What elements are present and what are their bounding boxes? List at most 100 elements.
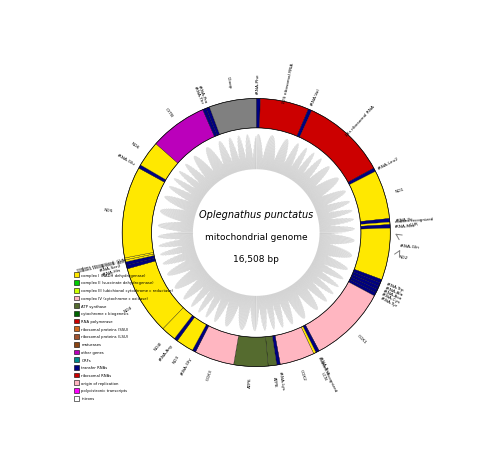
Polygon shape xyxy=(196,326,238,365)
Text: 16s ribosomal RNA: 16s ribosomal RNA xyxy=(345,105,376,138)
Text: polycistronic transcripts: polycistronic transcripts xyxy=(82,389,128,393)
Text: tRNA-Ala: tRNA-Ala xyxy=(384,286,404,297)
Text: tRNA-Thr: tRNA-Thr xyxy=(193,86,204,105)
Polygon shape xyxy=(138,166,166,183)
Text: codons recognized: AGY: codons recognized: AGY xyxy=(78,259,126,274)
Polygon shape xyxy=(350,172,390,222)
Bar xyxy=(74,327,79,331)
Polygon shape xyxy=(256,99,260,129)
Text: tRNA-Phe: tRNA-Phe xyxy=(256,74,260,94)
Text: ORFs: ORFs xyxy=(82,358,91,362)
Text: ND4l: ND4l xyxy=(154,340,164,351)
Bar xyxy=(74,373,79,377)
Polygon shape xyxy=(260,99,308,137)
Text: CYTB: CYTB xyxy=(164,107,173,118)
Polygon shape xyxy=(203,109,217,137)
Bar xyxy=(74,388,79,393)
Text: tRNA-Tyr: tRNA-Tyr xyxy=(380,296,398,308)
Polygon shape xyxy=(126,258,156,269)
Text: introns: introns xyxy=(82,397,94,400)
Text: ND2: ND2 xyxy=(399,255,408,260)
Text: RNA polymerase: RNA polymerase xyxy=(82,319,113,323)
Text: complex II (succinate dehydrogenase): complex II (succinate dehydrogenase) xyxy=(82,281,154,285)
Text: COX1: COX1 xyxy=(356,333,368,345)
Text: tRNA-Lys: tRNA-Lys xyxy=(278,370,284,390)
Text: tRNA-Val: tRNA-Val xyxy=(310,87,322,106)
Polygon shape xyxy=(210,99,256,135)
Polygon shape xyxy=(306,282,374,351)
Text: mitochondrial genome: mitochondrial genome xyxy=(205,232,308,241)
Polygon shape xyxy=(266,336,277,367)
Bar xyxy=(74,335,79,339)
Text: Oplegnathus punctatus: Oplegnathus punctatus xyxy=(199,210,314,220)
Polygon shape xyxy=(272,336,280,365)
Bar xyxy=(74,350,79,355)
Bar xyxy=(74,288,79,293)
Text: complex III (ubichionol cytochrome c reductase): complex III (ubichionol cytochrome c red… xyxy=(82,288,174,293)
Polygon shape xyxy=(350,278,378,293)
Bar xyxy=(74,296,79,301)
Polygon shape xyxy=(275,327,314,365)
Text: transfer RNAs: transfer RNAs xyxy=(82,366,108,369)
Bar xyxy=(74,342,79,347)
Text: tRNA-Leu2: tRNA-Leu2 xyxy=(377,156,400,170)
Polygon shape xyxy=(348,169,376,185)
Bar xyxy=(74,396,79,401)
Polygon shape xyxy=(360,222,390,227)
Text: codons recognized
UCN: codons recognized UCN xyxy=(313,356,338,394)
Text: tRNA-Gln: tRNA-Gln xyxy=(400,244,420,249)
Text: ND3: ND3 xyxy=(172,354,180,364)
Polygon shape xyxy=(122,169,164,258)
Polygon shape xyxy=(125,254,154,262)
Bar xyxy=(74,357,79,362)
Text: ND5: ND5 xyxy=(104,207,114,213)
Polygon shape xyxy=(127,261,184,329)
Polygon shape xyxy=(206,108,220,136)
Text: tRNA-Glu: tRNA-Glu xyxy=(116,153,136,166)
Text: tRNA-Trp: tRNA-Trp xyxy=(386,282,405,293)
Text: ND1: ND1 xyxy=(394,187,404,194)
Bar xyxy=(74,311,79,316)
Text: complex I (NADH dehydrogenase): complex I (NADH dehydrogenase) xyxy=(82,273,146,277)
Text: maturases: maturases xyxy=(82,342,102,347)
Polygon shape xyxy=(360,219,390,225)
Polygon shape xyxy=(354,228,390,280)
Text: tRNA-Arg: tRNA-Arg xyxy=(159,343,174,361)
Text: 16,508 bp: 16,508 bp xyxy=(234,254,279,263)
Polygon shape xyxy=(174,316,195,341)
Text: COX2: COX2 xyxy=(298,369,306,381)
Polygon shape xyxy=(234,336,268,367)
Text: complex IV (cytochrome c oxidase): complex IV (cytochrome c oxidase) xyxy=(82,296,148,300)
Polygon shape xyxy=(192,169,320,297)
Polygon shape xyxy=(360,225,390,229)
Bar xyxy=(74,273,79,278)
Text: tRNA-Pro: tRNA-Pro xyxy=(197,84,207,104)
Polygon shape xyxy=(156,110,214,164)
Polygon shape xyxy=(348,280,376,296)
Polygon shape xyxy=(301,327,316,354)
Polygon shape xyxy=(177,317,206,351)
Text: tRNA-Ser2: tRNA-Ser2 xyxy=(100,263,122,272)
Text: other genes: other genes xyxy=(82,350,104,354)
Polygon shape xyxy=(300,111,374,183)
Text: ND4: ND4 xyxy=(123,305,133,313)
Bar xyxy=(74,319,79,324)
Polygon shape xyxy=(303,325,319,353)
Text: tRNA-Cys: tRNA-Cys xyxy=(380,292,401,305)
Text: Dloop: Dloop xyxy=(226,76,232,89)
Polygon shape xyxy=(297,110,312,138)
Text: ATP6: ATP6 xyxy=(248,377,252,387)
Text: cytochrome c biogenesis: cytochrome c biogenesis xyxy=(82,312,129,316)
Text: codons recognized: CUN: codons recognized: CUN xyxy=(76,257,126,271)
Text: tRNA-His: tRNA-His xyxy=(102,267,122,276)
Text: ATP8: ATP8 xyxy=(272,376,277,387)
Text: COX3: COX3 xyxy=(206,368,213,381)
Bar xyxy=(74,365,79,370)
Text: ribosomal proteins (SSU): ribosomal proteins (SSU) xyxy=(82,327,128,331)
Text: ribosomal RNAs: ribosomal RNAs xyxy=(82,373,112,377)
Polygon shape xyxy=(124,253,154,260)
Text: origin of replication: origin of replication xyxy=(82,381,119,385)
Text: tRNA-Gly: tRNA-Gly xyxy=(180,356,193,375)
Text: ND6: ND6 xyxy=(130,141,140,150)
Text: tRNA-Met: tRNA-Met xyxy=(395,224,416,228)
